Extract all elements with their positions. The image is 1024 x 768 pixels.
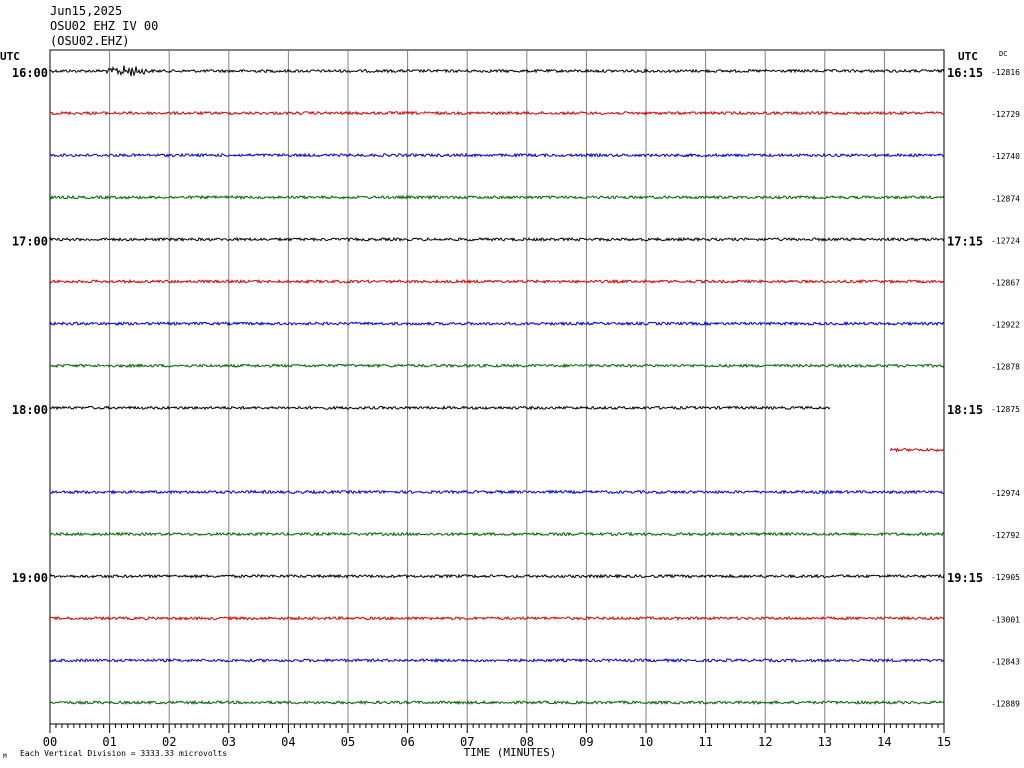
x-tick-label-08: 08 xyxy=(520,735,534,749)
time-label-left: 17:00 xyxy=(12,234,48,248)
footer-mark: M xyxy=(3,753,7,760)
x-tick-label-05: 05 xyxy=(341,735,355,749)
trace-row-0-seg-0 xyxy=(49,65,945,77)
header-date: Jun15,2025 xyxy=(50,4,123,18)
time-label-left: 19:00 xyxy=(12,571,48,585)
time-label-left: 18:00 xyxy=(12,403,48,417)
x-tick-label-06: 06 xyxy=(400,735,414,749)
dc-offset-label: -12889 xyxy=(991,700,1020,709)
time-label-right: 19:15 xyxy=(947,571,983,585)
dc-offset-label: -12922 xyxy=(991,321,1020,330)
trace-row-1-seg-0 xyxy=(49,110,945,116)
x-tick-label-15: 15 xyxy=(937,735,951,749)
utc-right-label: UTC xyxy=(958,50,978,63)
trace-row-14-seg-0 xyxy=(49,657,945,664)
x-tick-label-13: 13 xyxy=(818,735,832,749)
trace-row-4-seg-0 xyxy=(49,236,945,243)
utc-left-label: UTC xyxy=(0,50,20,63)
x-tick-label-09: 09 xyxy=(579,735,593,749)
x-tick-label-03: 03 xyxy=(222,735,236,749)
header-code: (OSU02.EHZ) xyxy=(50,34,130,48)
trace-row-13-seg-0 xyxy=(49,615,945,621)
time-label-left: 16:00 xyxy=(12,66,48,80)
trace-row-15-seg-0 xyxy=(49,699,945,706)
dc-offset-label: -12792 xyxy=(991,531,1020,540)
trace-row-9-seg-0 xyxy=(889,447,944,453)
trace-row-12-seg-0 xyxy=(49,573,945,580)
trace-row-8-seg-0 xyxy=(49,405,831,411)
dc-offset-label: -12878 xyxy=(991,363,1020,372)
x-tick-label-12: 12 xyxy=(758,735,772,749)
x-tick-label-11: 11 xyxy=(698,735,712,749)
dc-offset-label: -12905 xyxy=(991,573,1020,582)
dc-offset-label: -12724 xyxy=(991,236,1020,245)
dc-offset-label: -12875 xyxy=(991,405,1020,414)
dc-offset-label: -12874 xyxy=(991,194,1020,203)
x-tick-label-02: 02 xyxy=(162,735,176,749)
footer-scale-note: Each Vertical Division = 3333.33 microvo… xyxy=(20,749,228,758)
trace-row-10-seg-0 xyxy=(49,489,945,495)
trace-row-3-seg-0 xyxy=(49,194,945,200)
dc-offset-label: -12843 xyxy=(991,657,1020,666)
trace-row-7-seg-0 xyxy=(49,362,945,369)
dc-offset-label: -12729 xyxy=(991,110,1020,119)
dc-offset-label: -12740 xyxy=(991,152,1020,161)
time-label-right: 18:15 xyxy=(947,403,983,417)
dc-offset-label: -12816 xyxy=(991,68,1020,77)
dc-label: DC xyxy=(999,50,1008,58)
trace-row-6-seg-0 xyxy=(49,320,945,327)
trace-row-2-seg-0 xyxy=(49,152,945,158)
x-tick-label-07: 07 xyxy=(460,735,474,749)
x-tick-label-00: 00 xyxy=(43,735,57,749)
trace-row-11-seg-0 xyxy=(49,531,945,537)
time-label-right: 17:15 xyxy=(947,234,983,248)
x-tick-label-14: 14 xyxy=(877,735,891,749)
trace-row-5-seg-0 xyxy=(49,278,945,285)
time-label-right: 16:15 xyxy=(947,66,983,80)
dc-offset-label: -13001 xyxy=(991,615,1020,624)
x-tick-label-04: 04 xyxy=(281,735,295,749)
x-axis-label: TIME (MINUTES) xyxy=(464,746,557,759)
plot-frame xyxy=(49,49,945,725)
x-tick-label-10: 10 xyxy=(639,735,653,749)
dc-offset-label: -12974 xyxy=(991,489,1020,498)
header-station: OSU02 EHZ IV 00 xyxy=(50,19,159,33)
x-tick-label-01: 01 xyxy=(102,735,116,749)
dc-offset-label: -12867 xyxy=(991,279,1020,288)
